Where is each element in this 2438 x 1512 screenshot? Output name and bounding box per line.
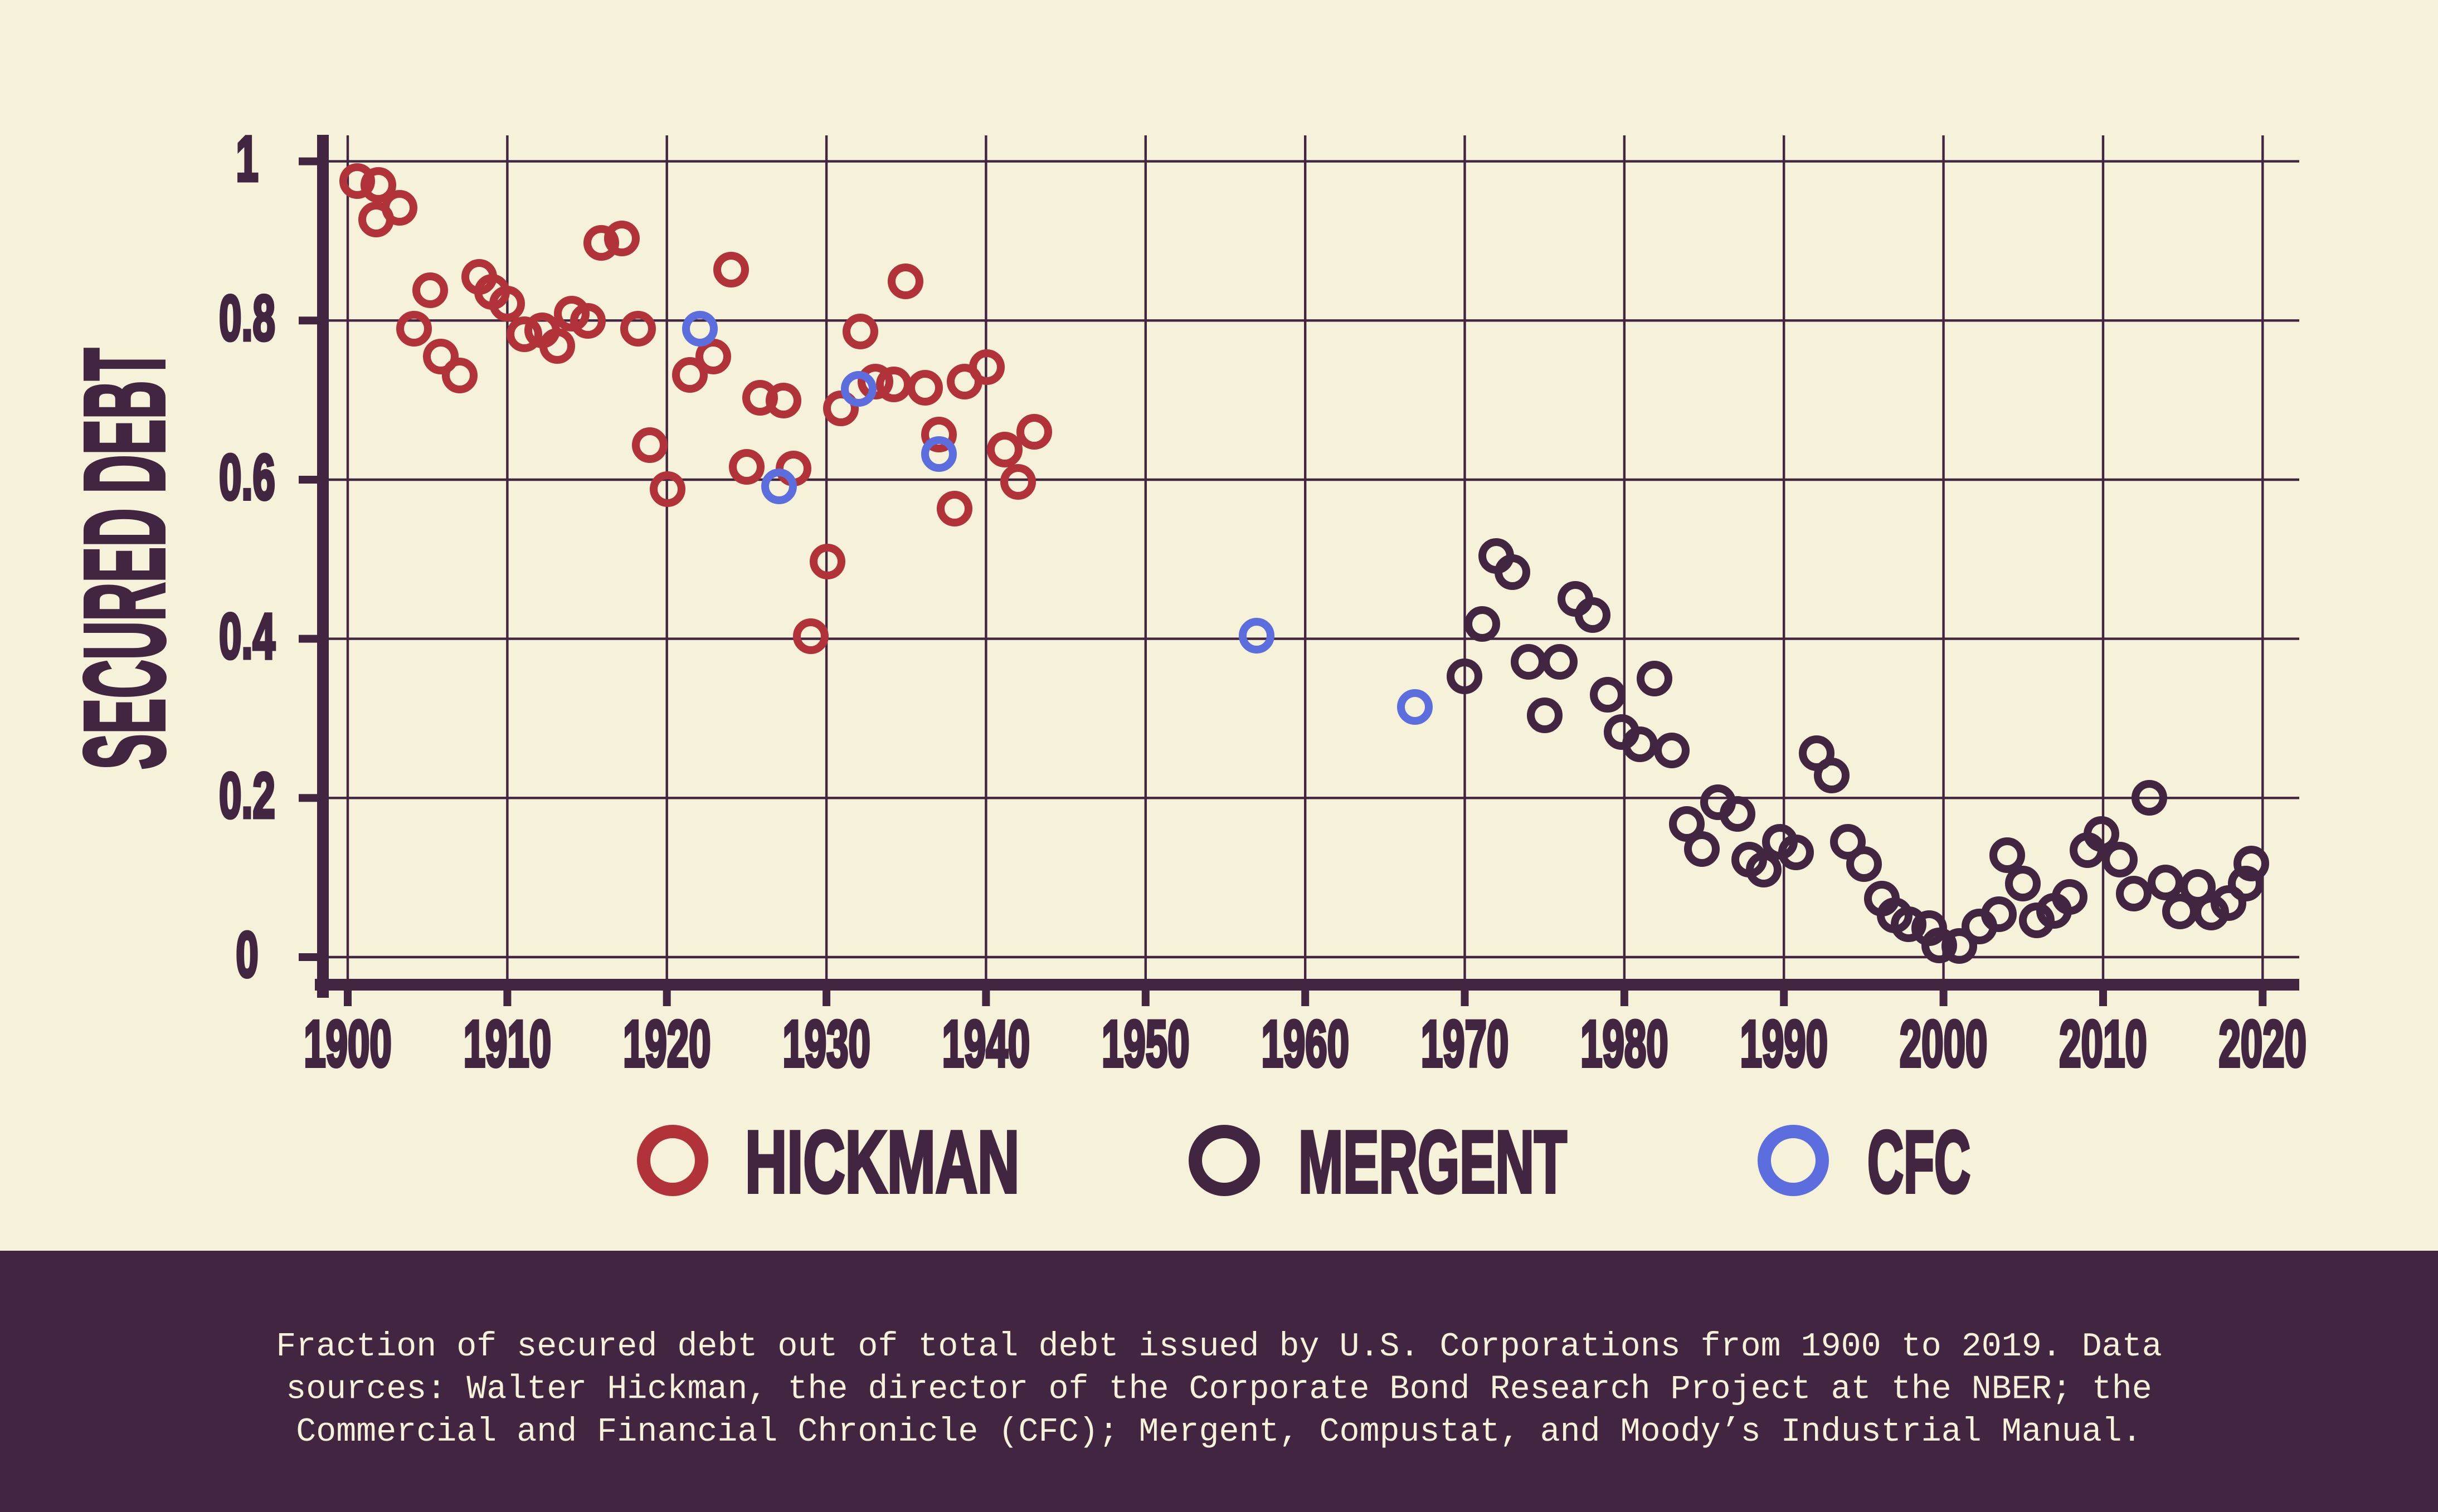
svg-text:1930: 1930 [782,1007,870,1080]
svg-text:0: 0 [236,919,258,991]
svg-text:Fraction of secured debt out o: Fraction of secured debt out of total de… [276,1328,2162,1366]
svg-text:0.6: 0.6 [219,442,275,513]
svg-text:2020: 2020 [2219,1007,2306,1080]
svg-text:2000: 2000 [1900,1007,1987,1080]
svg-text:1980: 1980 [1580,1007,1668,1080]
svg-text:sources: Walter Hickman, the d: sources: Walter Hickman, the director of… [286,1371,2152,1409]
svg-text:0.2: 0.2 [219,760,275,831]
svg-text:Commercial and Financial Chron: Commercial and Financial Chronicle (CFC)… [296,1413,2142,1451]
svg-text:1940: 1940 [942,1007,1030,1080]
svg-text:1970: 1970 [1421,1007,1508,1080]
svg-text:1990: 1990 [1740,1007,1827,1080]
svg-text:CFC: CFC [1867,1114,1970,1212]
svg-text:1950: 1950 [1102,1007,1189,1080]
svg-text:1920: 1920 [623,1007,711,1080]
svg-text:1960: 1960 [1261,1007,1349,1080]
svg-text:0.8: 0.8 [219,282,275,354]
svg-text:1: 1 [236,124,258,195]
svg-text:1900: 1900 [304,1007,391,1080]
svg-text:2010: 2010 [2059,1007,2147,1080]
svg-text:MERGENT: MERGENT [1298,1113,1567,1211]
svg-text:1910: 1910 [464,1007,551,1080]
svg-text:SECURED DEBT: SECURED DEBT [60,348,188,770]
svg-text:0.4: 0.4 [219,601,275,672]
svg-text:HICKMAN: HICKMAN [745,1113,1019,1211]
